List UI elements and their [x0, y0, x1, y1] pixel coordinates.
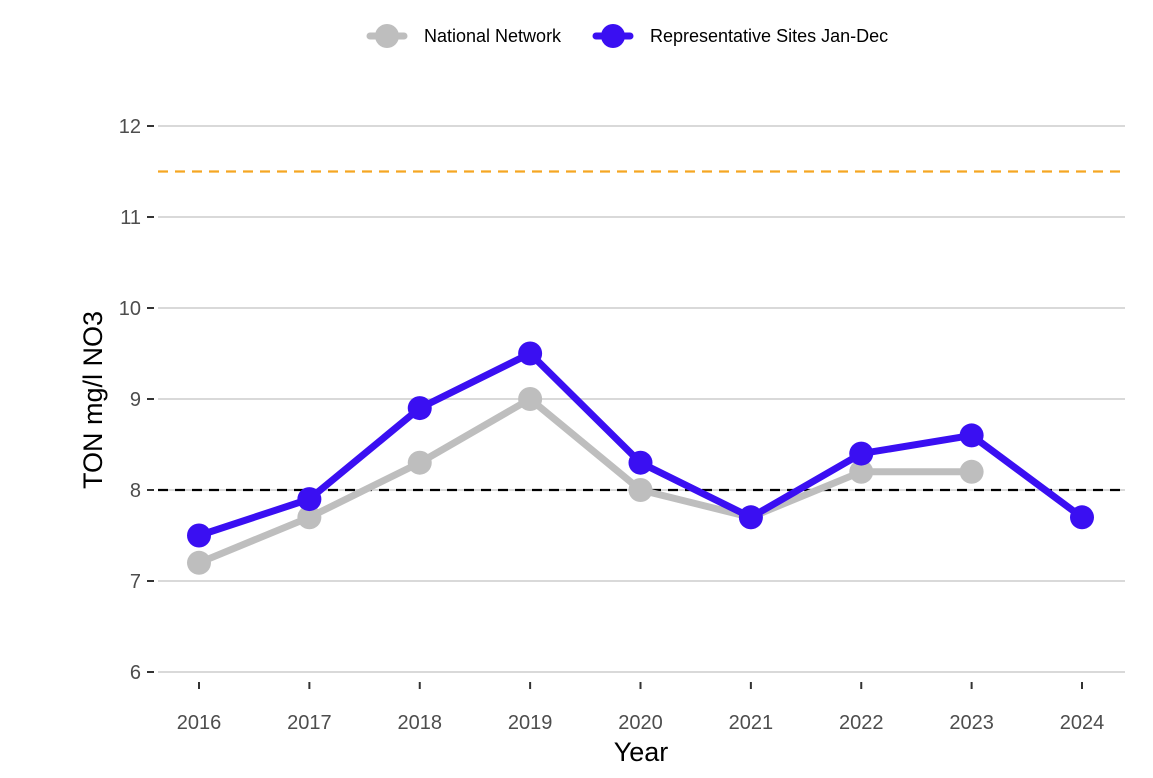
data-point: [187, 523, 211, 548]
y-tick-label: 11: [120, 207, 141, 229]
x-tick-label: 2018: [398, 712, 443, 734]
data-point: [1070, 505, 1094, 530]
x-tick-label: 2024: [1060, 712, 1105, 734]
data-point: [959, 423, 984, 448]
series: [187, 341, 1094, 575]
y-tick-label: 8: [130, 480, 141, 502]
x-tick-label: 2022: [839, 712, 884, 734]
x-axis-title: Year: [614, 737, 669, 767]
grid-lines: [158, 125, 1125, 673]
x-tick-label: 2019: [508, 712, 553, 734]
y-axis: 6 7 8 9 10 11 12: [119, 116, 154, 684]
x-tick-label: 2021: [729, 712, 774, 734]
data-point: [187, 550, 211, 575]
y-tick-label: 7: [130, 571, 141, 593]
x-tick-label: 2017: [287, 712, 332, 734]
data-point: [518, 387, 543, 411]
data-point: [518, 341, 543, 366]
x-tick-label: 2023: [949, 712, 994, 734]
data-point: [628, 478, 653, 502]
series-national-network: [187, 387, 984, 575]
y-tick-label: 6: [130, 662, 141, 684]
legend-label: National Network: [424, 26, 562, 46]
legend: National Network Representative Sites Jan…: [366, 24, 888, 48]
legend-item: National Network: [366, 24, 562, 48]
data-point: [849, 441, 874, 466]
data-point: [628, 450, 653, 475]
y-axis-title: TON mg/l NO3: [78, 311, 108, 489]
y-tick-label: 10: [119, 298, 141, 320]
data-point: [959, 459, 984, 484]
legend-item: Representative Sites Jan-Dec: [592, 24, 888, 48]
data-point: [297, 487, 322, 512]
data-point: [407, 450, 432, 475]
y-tick-label: 9: [130, 389, 141, 411]
legend-label: Representative Sites Jan-Dec: [650, 26, 888, 46]
legend-swatch-point: [375, 24, 399, 48]
x-axis: 2016 2017 2018 2019 2020 2021 2022 2023 2024: [177, 682, 1105, 734]
data-point: [297, 505, 322, 530]
series-representative-sites: [187, 341, 1094, 548]
series-line: [195, 395, 976, 567]
data-point: [407, 396, 432, 421]
data-point: [849, 459, 874, 484]
x-tick-label: 2016: [177, 712, 222, 734]
data-point: [738, 505, 763, 530]
legend-swatch-point: [601, 24, 625, 48]
x-tick-label: 2020: [618, 712, 663, 734]
y-tick-label: 12: [119, 116, 141, 138]
